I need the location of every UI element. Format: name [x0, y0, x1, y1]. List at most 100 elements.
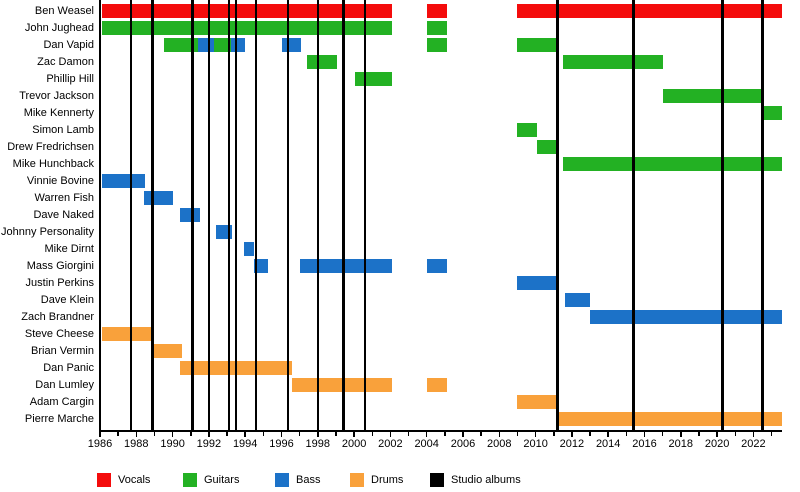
- axis-tick: [462, 432, 464, 437]
- axis-year-label: 2012: [559, 438, 585, 450]
- member-role-bar: [355, 72, 393, 86]
- axis-tick: [625, 432, 628, 436]
- member-role-bar: [537, 140, 559, 154]
- axis-year-label: 1988: [124, 438, 149, 450]
- axis-tick: [680, 432, 682, 437]
- axis-tick: [770, 432, 773, 436]
- axis-year-label: 2004: [414, 438, 439, 450]
- member-label: Pierre Marche: [24, 413, 94, 425]
- member-label: Dan Panic: [43, 362, 94, 374]
- member-label: Justin Perkins: [25, 277, 94, 289]
- x-axis-line: [99, 430, 783, 432]
- member-role-bar: [764, 106, 783, 120]
- member-role-bar: [254, 259, 268, 273]
- axis-year-label: 2014: [595, 438, 621, 450]
- member-label: Drew Fredrichsen: [7, 141, 94, 153]
- axis-year-label: 2006: [450, 438, 476, 450]
- axis-tick: [734, 432, 736, 436]
- member-role-bar: [101, 174, 146, 188]
- member-label: Zac Damon: [37, 56, 94, 68]
- member-label: Zach Brandner: [21, 311, 94, 323]
- legend-swatch-vocals: [97, 473, 111, 487]
- axis-tick: [752, 432, 755, 437]
- axis-year-label: 2002: [378, 438, 403, 450]
- member-label: Mike Hunchback: [12, 158, 94, 170]
- axis-tick: [716, 432, 718, 437]
- member-role-bar: [101, 327, 155, 341]
- member-label: Mass Giorgini: [26, 260, 94, 272]
- axis-tick: [262, 432, 265, 436]
- member-label: Simon Lamb: [32, 124, 94, 136]
- legend-label: Studio albums: [451, 474, 521, 486]
- axis-tick: [571, 432, 573, 437]
- axis-year-label: 2020: [704, 438, 730, 450]
- axis-tick: [353, 432, 355, 437]
- legend-label: Bass: [296, 474, 321, 486]
- axis-tick: [425, 432, 428, 437]
- axis-tick: [99, 432, 101, 437]
- member-role-bar: [426, 38, 447, 52]
- axis-tick: [534, 432, 537, 437]
- member-role-bar: [662, 89, 765, 103]
- member-label: Brian Vermin: [31, 345, 94, 357]
- axis-tick: [117, 432, 119, 436]
- axis-year-label: 1994: [232, 438, 258, 450]
- studio-album-line: [632, 0, 635, 431]
- legend-label: Drums: [371, 474, 404, 486]
- axis-tick: [553, 432, 555, 436]
- member-role-bar: [426, 378, 447, 392]
- axis-tick: [171, 432, 174, 437]
- axis-year-label: 2018: [668, 438, 694, 450]
- member-role-bar: [152, 344, 182, 358]
- studio-album-line: [207, 0, 211, 431]
- axis-tick: [516, 432, 519, 436]
- legend-swatch-drums: [350, 473, 364, 487]
- axis-tick: [444, 432, 446, 436]
- member-role-bar: [426, 4, 447, 18]
- member-role-bar: [559, 412, 783, 426]
- axis-tick: [317, 432, 319, 437]
- axis-tick: [298, 432, 301, 436]
- member-role-bar: [564, 293, 591, 307]
- axis-tick: [190, 432, 192, 436]
- member-label: Mike Kennerty: [23, 107, 94, 119]
- member-role-bar: [101, 21, 393, 35]
- axis-year-label: 2022: [741, 438, 766, 450]
- axis-tick: [498, 432, 501, 437]
- studio-album-line: [761, 0, 764, 431]
- member-role-bar: [101, 4, 393, 18]
- studio-album-line: [254, 0, 258, 431]
- axis-tick: [335, 432, 337, 436]
- member-role-bar: [517, 276, 556, 290]
- member-role-bar: [590, 310, 783, 324]
- axis-tick: [226, 432, 228, 436]
- axis-year-label: 2008: [487, 438, 512, 450]
- member-role-bar: [517, 395, 558, 409]
- studio-album-line: [316, 0, 320, 431]
- member-label: Steve Cheese: [24, 328, 94, 340]
- axis-tick: [480, 432, 482, 436]
- legend-swatch-guitars: [183, 473, 197, 487]
- axis-year-label: 1992: [196, 438, 222, 450]
- studio-album-line: [234, 0, 238, 431]
- legend: Vocals Guitars Bass Drums Studio albums: [0, 472, 800, 488]
- member-role-bar: [281, 38, 302, 52]
- axis-year-label: 2000: [341, 438, 367, 450]
- axis-tick: [153, 432, 156, 436]
- axis-tick: [698, 432, 700, 436]
- member-label: Warren Fish: [34, 192, 95, 204]
- member-role-bar: [517, 4, 783, 18]
- axis-tick: [589, 432, 591, 436]
- legend-swatch-bass: [275, 473, 289, 487]
- axis-tick: [244, 432, 246, 437]
- legend-swatch-albums: [430, 473, 444, 487]
- member-role-bar: [517, 123, 538, 137]
- studio-album-line: [227, 0, 231, 431]
- studio-album-line: [191, 0, 194, 431]
- member-role-bar: [562, 157, 783, 171]
- axis-tick: [407, 432, 410, 436]
- axis-year-label: 2016: [632, 438, 657, 450]
- member-role-bar: [299, 259, 393, 273]
- member-role-bar: [214, 38, 231, 52]
- axis-year-label: 1996: [269, 438, 294, 450]
